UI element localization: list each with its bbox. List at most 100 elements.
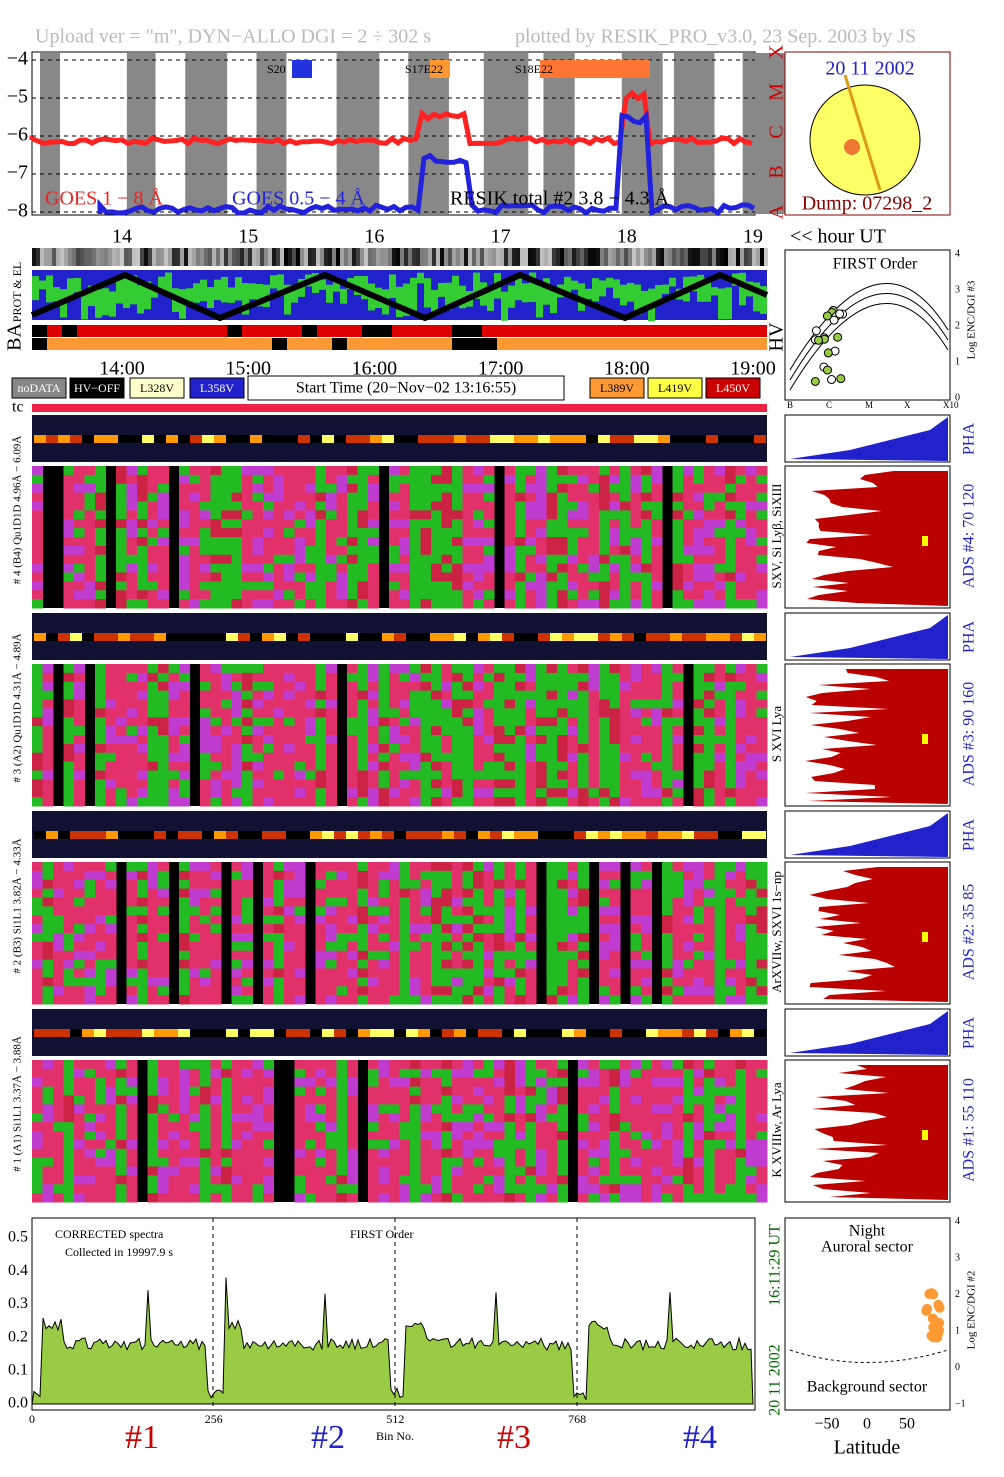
ba-bottom: [632, 338, 647, 350]
spectrogram-cell: [263, 664, 274, 674]
spectrogram-cell: [546, 699, 558, 709]
spectrogram-cell: [651, 1139, 663, 1150]
spectrogram-cell: [756, 915, 768, 925]
spectrogram-cell: [693, 1077, 705, 1088]
spectrogram-cell: [504, 1095, 516, 1105]
data-point: [829, 315, 839, 325]
spectrogram-cell: [294, 590, 306, 600]
spectrogram-cell: [389, 699, 400, 709]
spectrogram-cell: [599, 1184, 610, 1194]
spectrogram-cell: [494, 761, 505, 771]
spectrogram-cell: [32, 1139, 43, 1150]
spectrogram-cell: [42, 915, 54, 925]
spectrogram-cell: [483, 708, 495, 718]
spectrogram-cell: [735, 779, 747, 789]
spectrogram-cell: [158, 888, 169, 898]
pseudo-strip: [264, 248, 268, 266]
ba-top: [107, 325, 122, 337]
spectrogram-cell: [578, 483, 589, 494]
spectrogram-cell: [84, 537, 96, 547]
spectrogram-cell: [462, 770, 474, 780]
spectrogram-cell: [168, 752, 180, 763]
spectrogram-cell: [95, 554, 106, 565]
ba-top: [722, 325, 737, 337]
spectrogram-cell: [368, 1166, 379, 1176]
spectrogram-cell: [578, 941, 589, 952]
spectrogram-cell: [252, 681, 264, 692]
pha-band: [502, 435, 514, 443]
spectrogram-cell: [630, 743, 642, 754]
spectrogram-cell: [462, 519, 474, 529]
spectrogram-cell: [609, 1139, 621, 1150]
spectrogram-cell: [546, 563, 558, 573]
spectrogram-cell: [462, 1077, 474, 1088]
spectrogram-cell: [389, 672, 400, 683]
spectrogram-cell: [672, 959, 684, 969]
spectrogram-cell: [378, 779, 390, 789]
spectrogram-cell: [662, 995, 673, 1005]
pseudo-strip: [524, 248, 528, 266]
spectrogram-cell: [368, 1193, 379, 1203]
spectrogram-cell: [63, 572, 75, 582]
spectrogram-cell: [347, 1086, 358, 1096]
spectrogram-cell: [263, 681, 274, 692]
spectrogram-cell: [95, 664, 106, 674]
spectrogram-cell: [221, 752, 232, 763]
spectrogram-cell: [630, 510, 642, 520]
spectrogram-cell: [599, 501, 610, 511]
spectrogram-cell: [315, 1086, 327, 1096]
spectrogram-cell: [242, 672, 253, 683]
spectrogram-cell: [315, 950, 327, 961]
spectrogram-cell: [714, 1095, 726, 1105]
spectrogram-cell: [147, 581, 159, 591]
spectrogram-cell: [231, 959, 243, 969]
spectrogram-cell: [210, 590, 222, 600]
spectrogram-cell: [95, 672, 106, 683]
spectrogram-cell: [693, 492, 705, 502]
spectrogram-cell: [116, 492, 127, 502]
spectrogram-cell: [242, 743, 253, 754]
spectrogram-cell: [494, 1068, 505, 1079]
spectrogram-cell: [662, 879, 673, 890]
spectrogram-cell: [662, 888, 673, 898]
spectrogram-cell: [84, 572, 96, 582]
spectrogram-cell: [252, 664, 264, 674]
spectrogram-cell: [746, 1139, 757, 1150]
spectrogram-cell: [200, 492, 211, 502]
spectrogram-cell: [672, 968, 684, 978]
spectrogram-cell: [620, 699, 631, 709]
spectrogram-cell: [263, 1175, 274, 1185]
pha-band: [118, 633, 130, 641]
spectrogram-cell: [116, 664, 127, 674]
pseudo-strip: [80, 248, 84, 266]
spectrogram-cell: [557, 699, 568, 709]
spectrogram-cell: [693, 1104, 705, 1114]
spectrogram-cell: [105, 1139, 117, 1150]
spectrogram-cell: [725, 699, 736, 709]
spectrogram-cell: [284, 501, 295, 511]
spectrogram-cell: [441, 862, 453, 872]
spectrogram-cell: [105, 995, 117, 1005]
spectrogram-cell: [672, 483, 684, 494]
spectrogram-cell: [704, 708, 715, 718]
spectrogram-cell: [704, 906, 715, 916]
spectrogram-cell: [105, 906, 117, 916]
spectrogram-cell: [84, 1139, 96, 1150]
spectrogram-cell: [126, 862, 138, 872]
pha-band: [214, 831, 226, 839]
spectrogram-cell: [431, 474, 442, 485]
spectrogram-cell: [126, 879, 138, 890]
pha-band: [490, 633, 502, 641]
pseudo-strip: [448, 248, 452, 266]
spectrogram-cell: [756, 1095, 768, 1105]
spectrogram-cell: [242, 572, 253, 582]
spectrogram-cell: [63, 1060, 75, 1070]
spectrogram-cell: [357, 690, 369, 700]
spectrogram-cell: [620, 1060, 631, 1070]
spectrogram-cell: [336, 959, 348, 969]
pseudo-strip: [92, 248, 96, 266]
spectrogram-cell: [95, 1139, 106, 1150]
spectrogram-cell: [420, 699, 432, 709]
spectrogram-cell: [326, 1157, 337, 1167]
pha-band: [586, 1029, 598, 1037]
